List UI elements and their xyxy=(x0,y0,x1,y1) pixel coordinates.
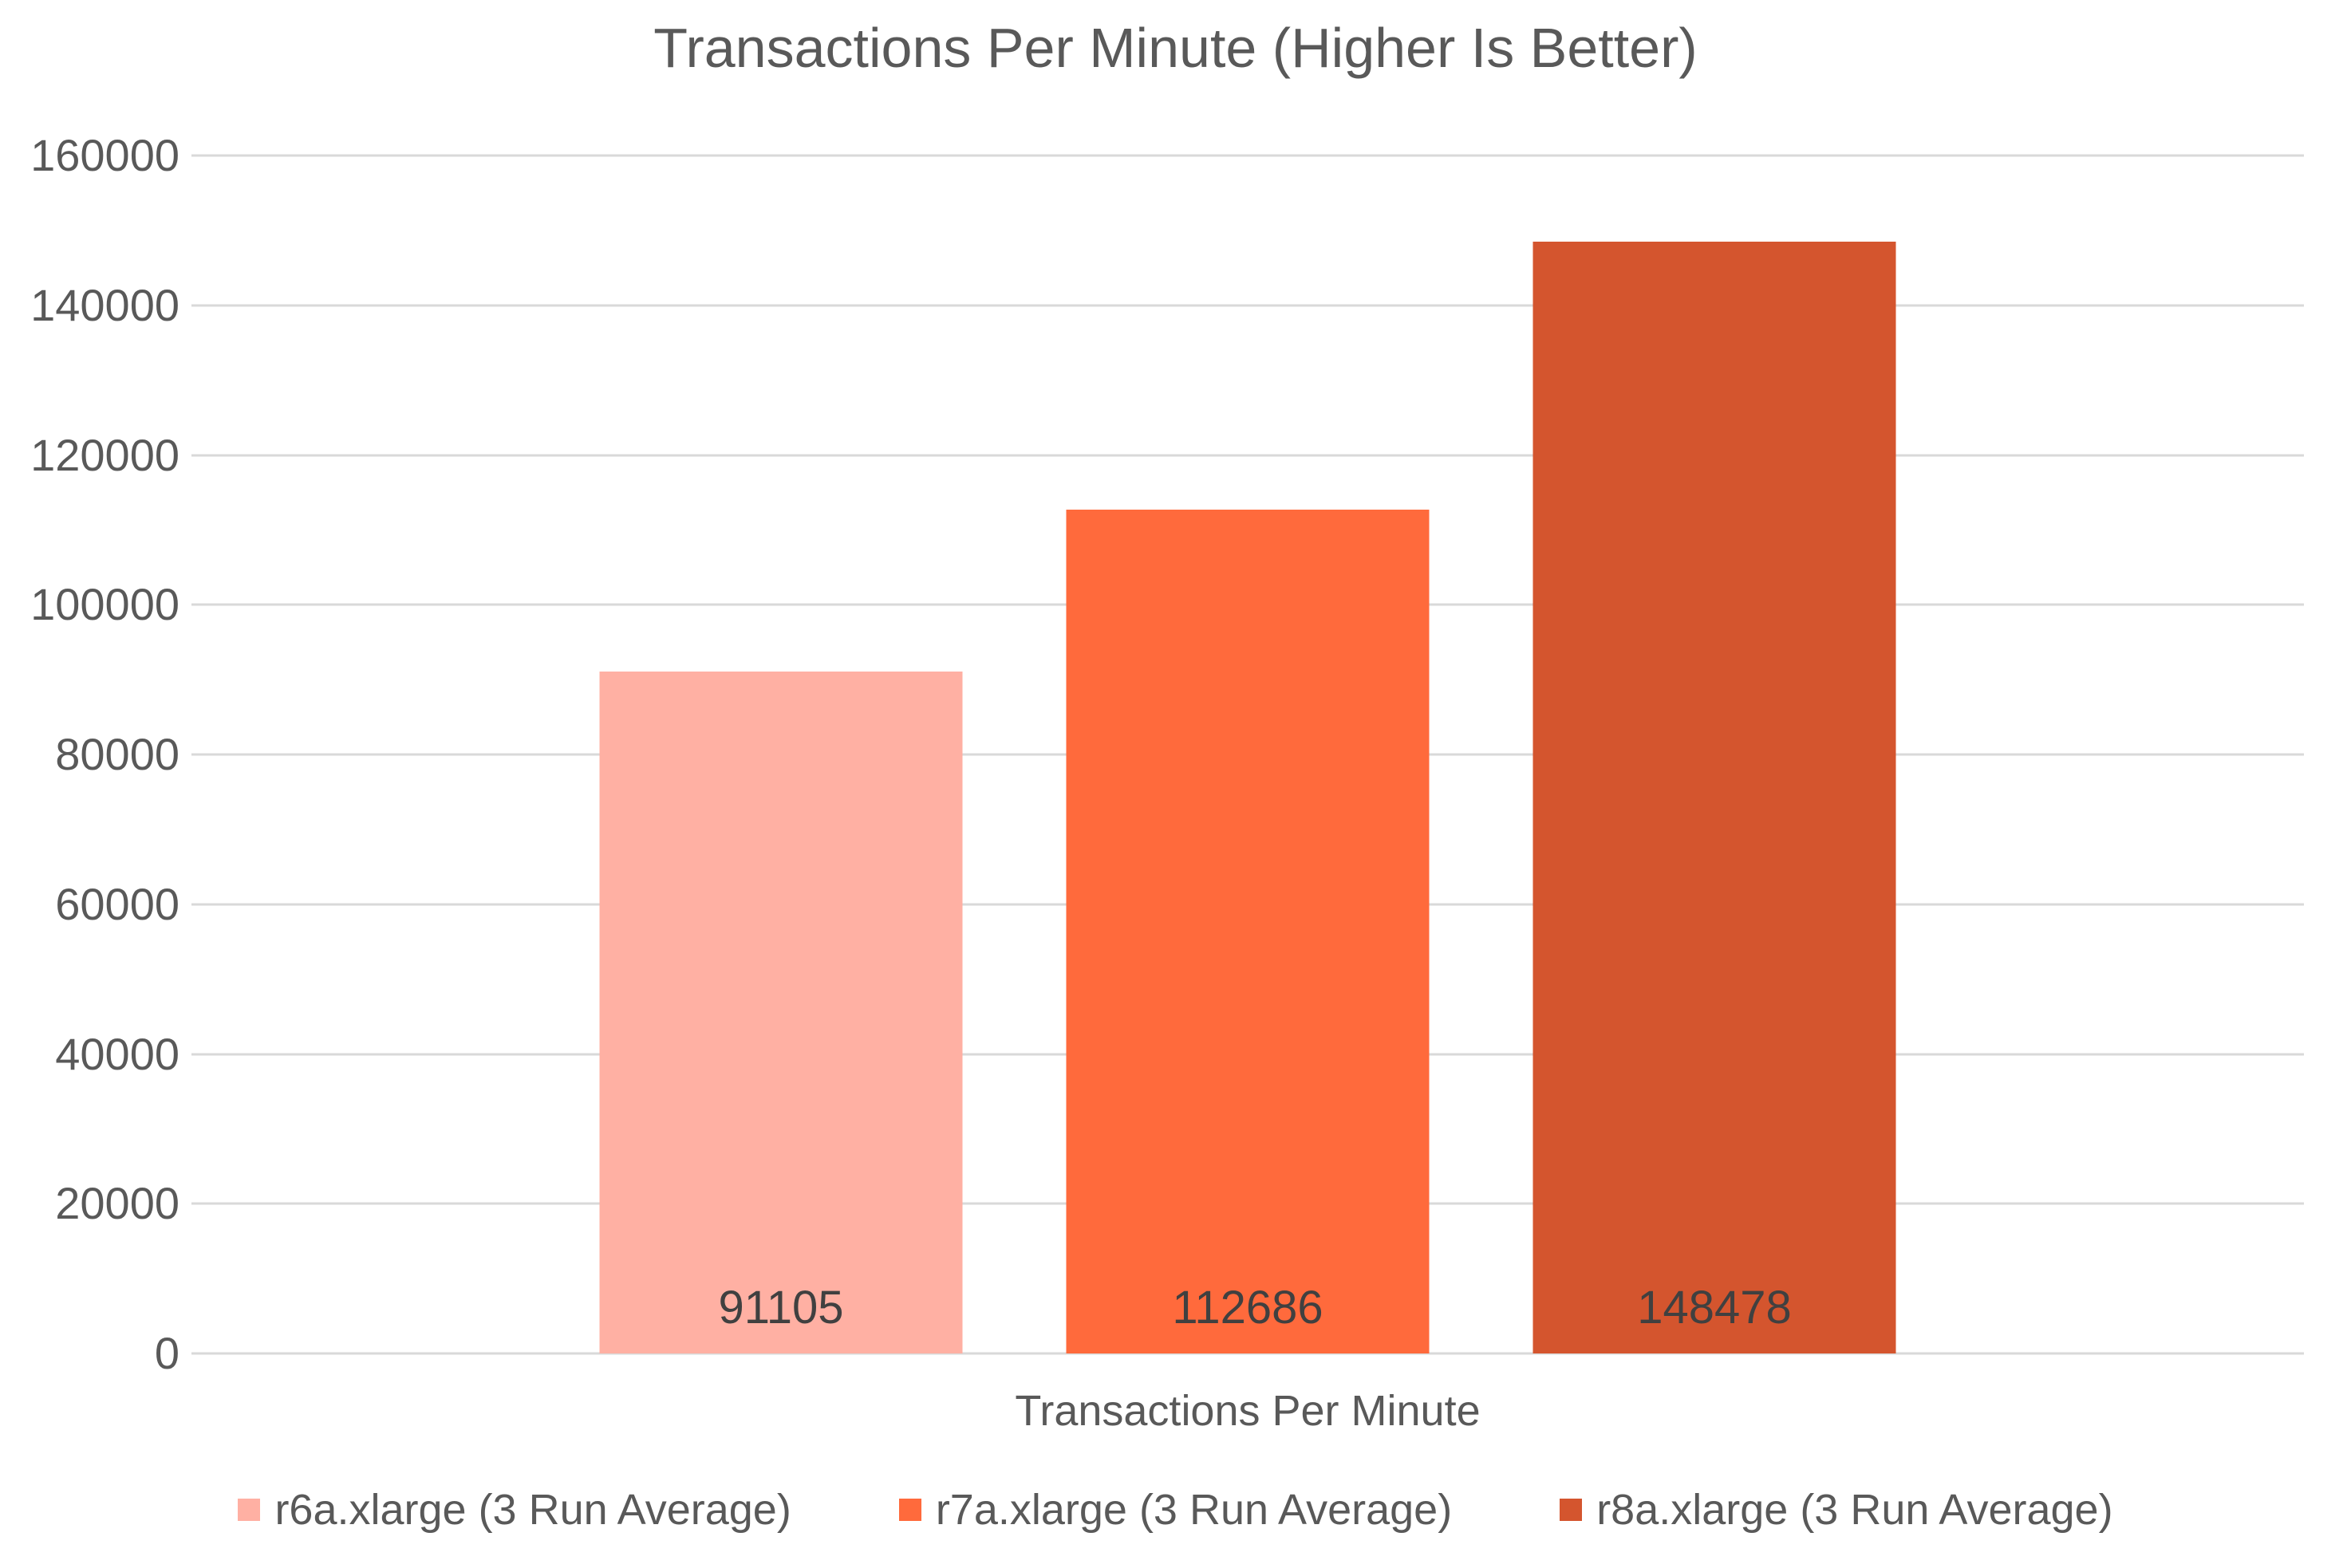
gridline xyxy=(191,304,2304,307)
legend-item: r7a.xlarge (3 Run Average) xyxy=(898,1485,1453,1535)
bar-value-label: 148478 xyxy=(1637,1282,1792,1334)
y-tick-label: 120000 xyxy=(30,429,179,480)
bar-value-label: 112686 xyxy=(1172,1282,1323,1334)
legend-swatch-icon xyxy=(1560,1499,1583,1521)
y-tick-label: 160000 xyxy=(30,130,179,180)
x-axis-label: Transactions Per Minute xyxy=(1015,1387,1481,1435)
y-tick-label: 100000 xyxy=(30,579,179,630)
y-axis: 0 20000 40000 60000 80000 100000 120000 140000 1… xyxy=(0,133,179,1376)
chart-title: Transactions Per Minute (Higher Is Bette… xyxy=(653,17,1698,79)
legend-swatch-icon xyxy=(898,1499,921,1521)
legend-item: r6a.xlarge (3 Run Average) xyxy=(238,1485,791,1535)
y-tick-label: 60000 xyxy=(55,878,179,929)
y-tick-label: 40000 xyxy=(55,1028,179,1079)
bar: 112686 xyxy=(1066,510,1430,1353)
bar-group: 91105 112686 148478 xyxy=(599,156,1896,1353)
bar: 148478 xyxy=(1532,242,1896,1353)
legend-item: r8a.xlarge (3 Run Average) xyxy=(1560,1485,2113,1535)
legend-label: r7a.xlarge (3 Run Average) xyxy=(935,1486,1453,1534)
bar: 91105 xyxy=(599,671,963,1353)
legend: r6a.xlarge (3 Run Average) r7a.xlarge (3 … xyxy=(0,1485,2351,1535)
legend-label: r6a.xlarge (3 Run Average) xyxy=(274,1486,791,1534)
y-tick-label: 20000 xyxy=(55,1178,179,1229)
legend-swatch-icon xyxy=(238,1499,261,1521)
gridline xyxy=(191,154,2304,157)
y-tick-label: 0 xyxy=(154,1328,179,1378)
gridline xyxy=(191,454,2304,456)
plot-area: 91105 112686 148478 xyxy=(191,154,2304,1355)
y-tick-label: 80000 xyxy=(55,729,179,779)
bar-value-label: 91105 xyxy=(718,1282,844,1334)
y-tick-label: 140000 xyxy=(30,279,179,330)
legend-label: r8a.xlarge (3 Run Average) xyxy=(1596,1486,2113,1534)
gridline xyxy=(191,1352,2304,1355)
